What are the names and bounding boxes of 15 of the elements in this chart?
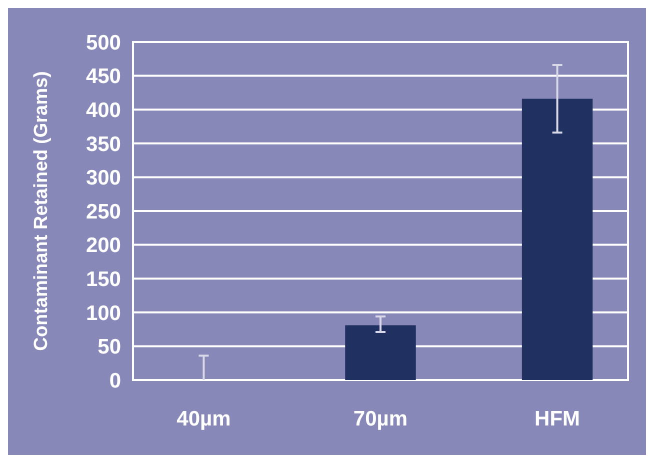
y-tick-label: 150 [86,268,121,291]
y-tick-label: 350 [86,132,121,156]
y-tick-label: 450 [86,65,121,88]
y-tick-label: 400 [86,98,121,122]
y-tick-label: 300 [86,166,121,190]
x-tick-label: 70µm [353,407,408,430]
y-tick-label: 200 [86,234,121,258]
y-tick-label: 250 [86,200,121,224]
y-tick-label: 500 [86,31,121,54]
x-tick-label: HFM [534,407,580,430]
y-tick-label: 100 [86,302,121,325]
y-tick-label: 0 [109,369,121,392]
x-tick-label: 40µm [176,407,231,430]
y-axis-title: Contaminant Retained (Grams) [31,71,52,351]
y-tick-label: 50 [98,336,121,359]
